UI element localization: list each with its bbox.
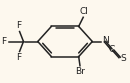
Text: C: C <box>108 45 114 54</box>
Text: F: F <box>16 21 21 30</box>
Text: F: F <box>16 53 21 62</box>
Text: F: F <box>1 37 7 46</box>
Text: Br: Br <box>75 67 85 76</box>
Text: S: S <box>120 54 126 63</box>
Text: Cl: Cl <box>79 7 88 16</box>
Text: N: N <box>102 36 109 45</box>
